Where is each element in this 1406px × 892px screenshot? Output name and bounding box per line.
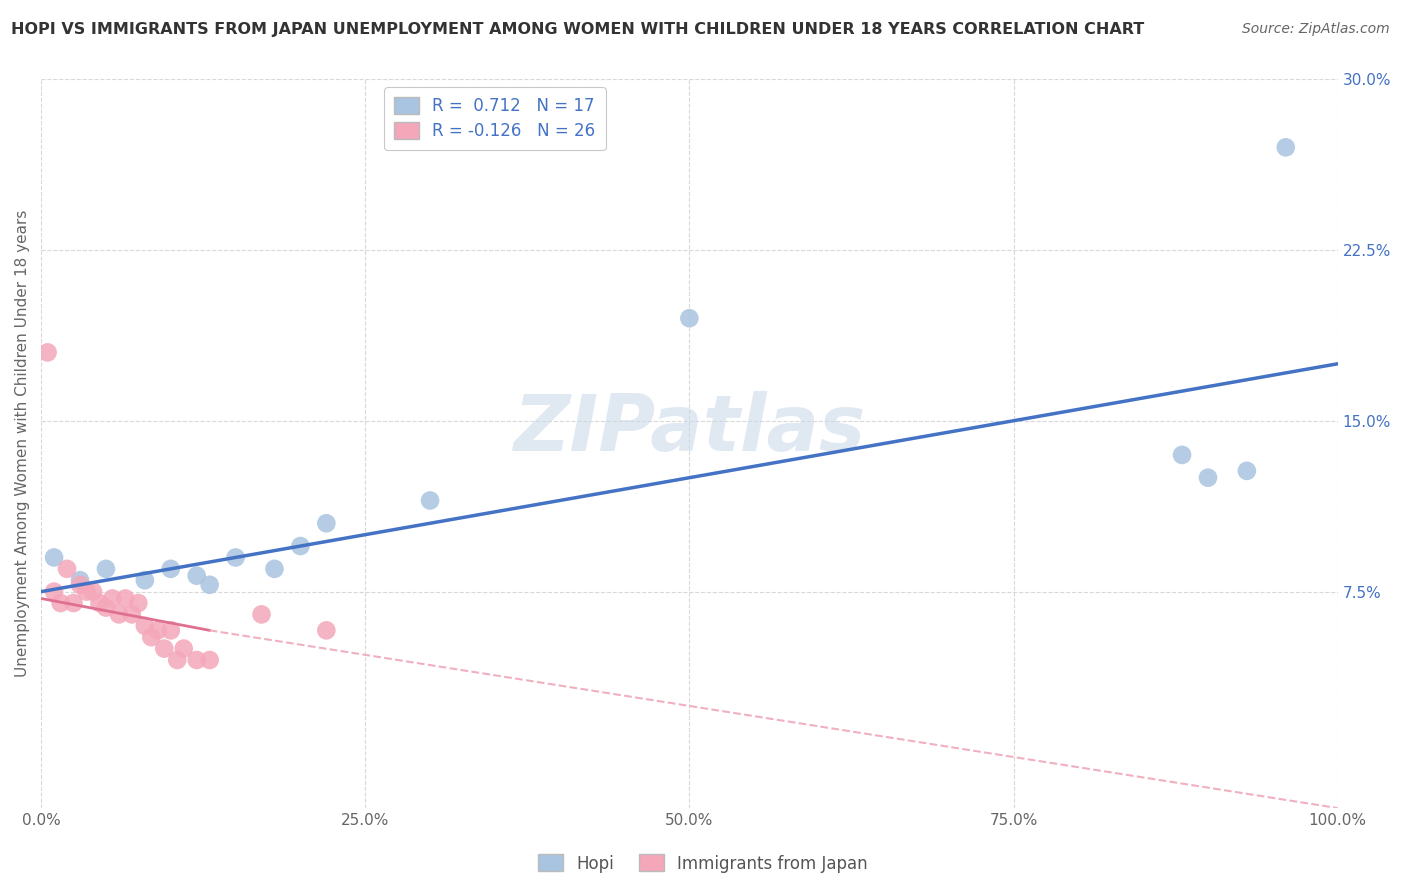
Point (89, 596, 111, 610)
Point (108, 607, 131, 622)
Point (1236, 464, 1258, 478)
Point (134, 573, 156, 587)
Point (121, 607, 143, 622)
Point (82, 584, 104, 599)
Point (153, 641, 176, 656)
Legend: R =  0.712   N = 17, R = -0.126   N = 26: R = 0.712 N = 17, R = -0.126 N = 26 (384, 87, 606, 151)
Point (159, 624, 181, 638)
Point (290, 539, 312, 553)
Point (42, 550, 65, 565)
Point (127, 596, 149, 610)
Point (1171, 448, 1194, 462)
Point (94, 562, 117, 576)
Point (173, 641, 195, 656)
Point (76, 584, 98, 599)
Text: HOPI VS IMMIGRANTS FROM JAPAN UNEMPLOYMENT AMONG WOMEN WITH CHILDREN UNDER 18 YE: HOPI VS IMMIGRANTS FROM JAPAN UNEMPLOYME… (11, 22, 1144, 37)
Point (94, 600, 117, 615)
Point (1197, 471, 1219, 485)
Point (315, 624, 337, 638)
Point (186, 568, 208, 582)
Point (56, 562, 79, 576)
Point (225, 550, 247, 565)
Point (263, 562, 285, 576)
Text: Source: ZipAtlas.com: Source: ZipAtlas.com (1241, 22, 1389, 37)
Point (186, 653, 208, 667)
Point (134, 619, 156, 633)
Point (159, 562, 181, 576)
Y-axis label: Unemployment Among Women with Children Under 18 years: Unemployment Among Women with Children U… (15, 210, 30, 677)
Legend: Hopi, Immigrants from Japan: Hopi, Immigrants from Japan (531, 847, 875, 880)
Point (69, 573, 91, 587)
Point (198, 653, 221, 667)
Point (42, 584, 65, 599)
Point (419, 493, 441, 508)
Point (166, 653, 188, 667)
Point (62, 596, 84, 610)
Point (678, 311, 700, 326)
Point (250, 607, 273, 622)
Point (1274, 140, 1296, 154)
Point (114, 591, 136, 606)
Point (146, 624, 169, 638)
Point (37, 345, 59, 359)
Point (101, 591, 124, 606)
Point (198, 578, 221, 592)
Point (69, 578, 91, 592)
Text: ZIPatlas: ZIPatlas (513, 391, 866, 467)
Point (141, 630, 163, 644)
Point (315, 516, 337, 531)
Point (49, 596, 72, 610)
